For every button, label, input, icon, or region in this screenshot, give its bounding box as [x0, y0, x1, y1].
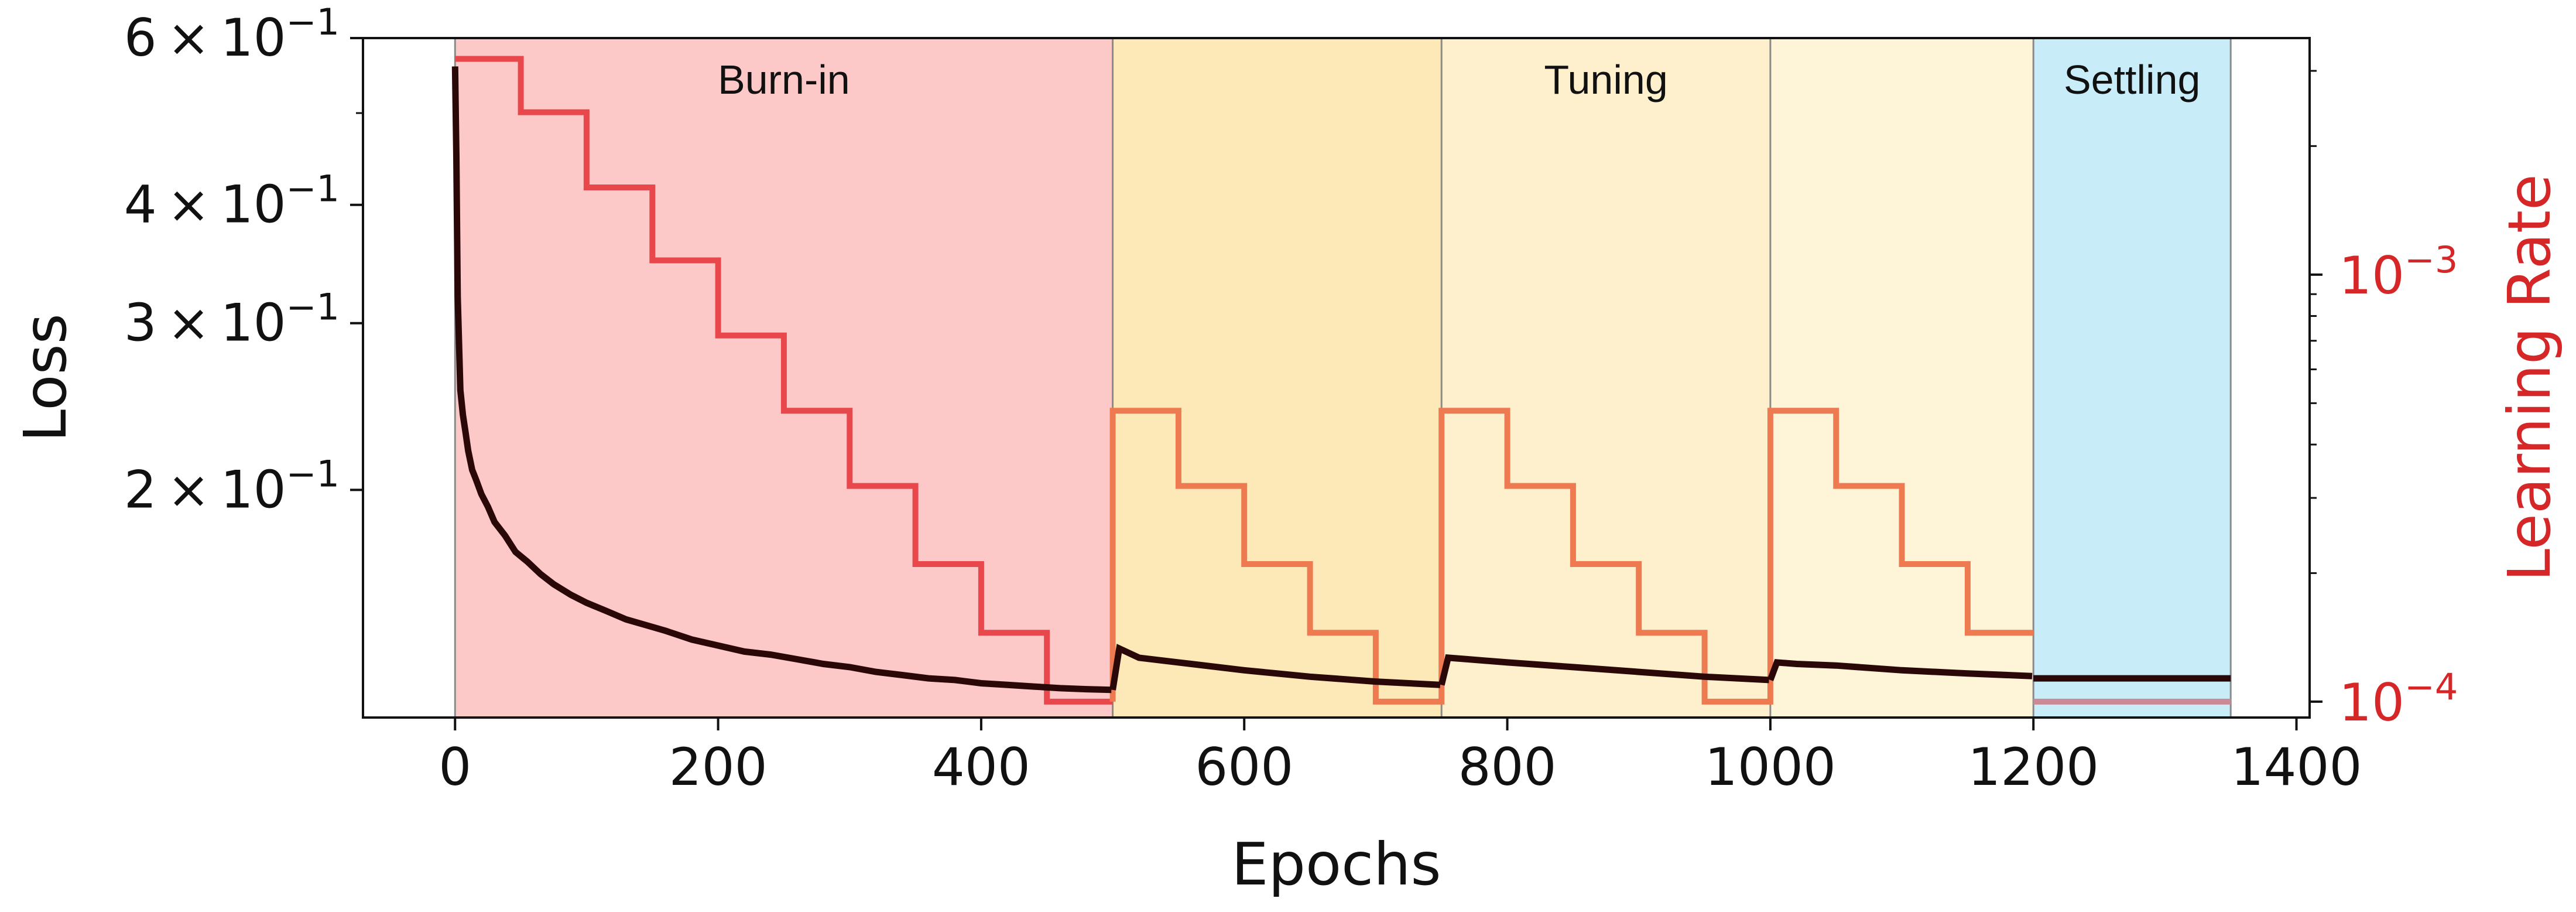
x-tick-label: 400: [932, 737, 1030, 797]
x-tick-label: 1000: [1705, 737, 1836, 797]
loss-line-4-1: [451, 66, 1112, 694]
loss-line-4-2: [1109, 644, 1441, 691]
y-right-tick-label: 10−3: [2339, 238, 2458, 306]
y-left-tick-label: 6 × 10−1: [124, 1, 340, 68]
axes: 0 200 400 600 800 1000 1200 1400 6 × 10−1 4 × 10−…: [124, 1, 2458, 797]
x-tick-label: 0: [439, 737, 471, 797]
y-left-tick-label: 4 × 10−1: [124, 168, 340, 235]
phase-region-5: [2033, 38, 2231, 718]
phase-region-4: [1770, 38, 2034, 718]
series-lines: [451, 56, 2231, 705]
phase-label-5: Settling: [2064, 57, 2200, 103]
x-tick-label: 1400: [2231, 737, 2362, 797]
phase-label-3: Tuning: [1544, 57, 1667, 103]
plot-frame: [362, 37, 2311, 719]
y-axis-right-label: Learning Rate: [2495, 174, 2564, 581]
x-tick-label: 1200: [1968, 737, 2099, 797]
phase-label-1: Burn-in: [718, 57, 850, 103]
phase-region-3: [1441, 38, 1770, 718]
phase-region-2: [1112, 38, 1442, 718]
x-tick-label: 800: [1458, 737, 1557, 797]
x-tick-label: 600: [1195, 737, 1293, 797]
y-left-tick-label: 2 × 10−1: [124, 452, 340, 520]
x-axis-label: Epochs: [1231, 830, 1441, 899]
loss-line-4-4: [1767, 659, 2033, 681]
learning-rate-line-1-1: [455, 56, 1113, 705]
y-right-tick-label: 10−4: [2339, 665, 2458, 733]
loss-line-4-3: [1438, 654, 1769, 686]
learning-rate-line-2-1: [1109, 408, 2034, 705]
y-axis-left-label: Loss: [11, 313, 80, 442]
y-left-tick-label: 3 × 10−1: [124, 286, 340, 353]
phase-backgrounds: Burn-in Tuning Settling: [454, 38, 2232, 718]
x-tick-label: 200: [669, 737, 768, 797]
